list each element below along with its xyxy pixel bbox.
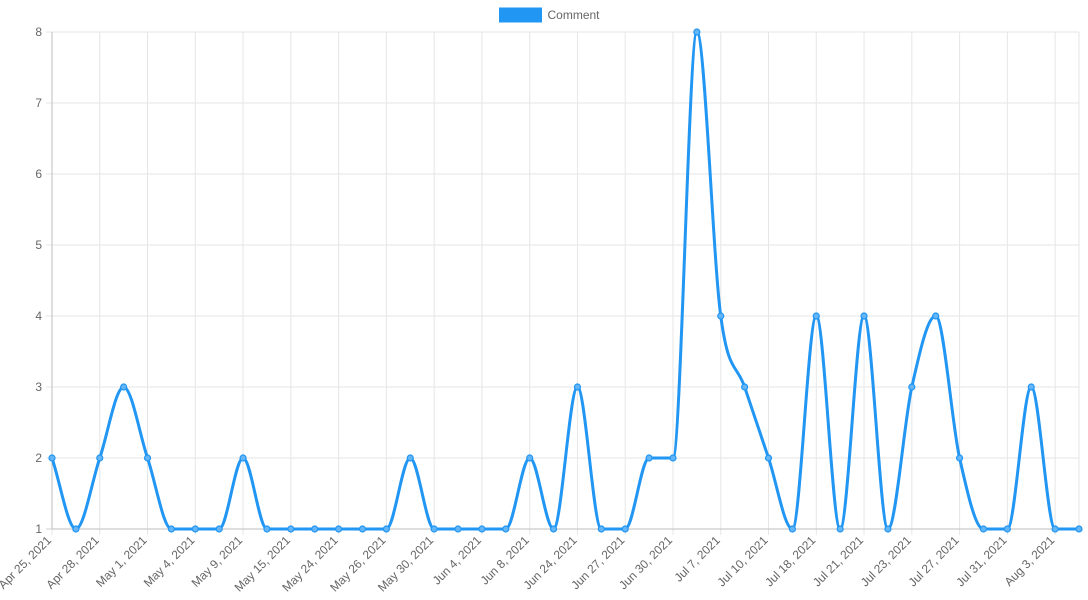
- data-point: [335, 525, 343, 533]
- y-tick-label: 4: [35, 309, 42, 323]
- data-point: [979, 525, 988, 533]
- data-point: [526, 454, 534, 462]
- series-comment: [48, 28, 1083, 533]
- data-point: [311, 525, 319, 533]
- data-point: [478, 525, 486, 533]
- data-point: [239, 454, 247, 462]
- x-tick-label: Jul 7, 2021: [671, 533, 723, 585]
- data-point: [645, 454, 653, 462]
- y-tick-label: 7: [35, 96, 42, 110]
- data-point: [908, 383, 916, 391]
- legend-label-comment: Comment: [548, 8, 601, 22]
- data-point: [406, 454, 414, 462]
- y-tick-label: 8: [35, 25, 42, 39]
- data-point: [72, 525, 80, 533]
- data-point: [143, 454, 152, 462]
- data-point: [693, 28, 701, 36]
- data-point: [382, 525, 390, 533]
- x-tick-label: Jun 4, 2021: [430, 533, 484, 587]
- data-point: [860, 312, 868, 320]
- y-tick-label: 5: [35, 238, 42, 252]
- data-point: [669, 454, 677, 462]
- data-point: [884, 525, 892, 533]
- data-point: [573, 383, 582, 391]
- data-point: [263, 525, 271, 533]
- data-point: [741, 383, 749, 391]
- y-tick-label: 6: [35, 167, 42, 181]
- y-tick-label: 1: [35, 522, 42, 536]
- data-point: [836, 525, 844, 533]
- data-point: [48, 454, 56, 462]
- data-point: [1003, 525, 1011, 533]
- data-point: [502, 525, 510, 533]
- data-point: [454, 525, 462, 533]
- series-line-comment: [50, 30, 1079, 531]
- data-point: [764, 454, 773, 462]
- data-point: [1051, 525, 1059, 533]
- y-tick-label: 2: [35, 451, 42, 465]
- data-point: [788, 525, 796, 533]
- data-point: [717, 312, 725, 320]
- data-point: [191, 525, 199, 533]
- x-tick-label: Jul 31, 2021: [953, 533, 1009, 589]
- data-point: [812, 312, 820, 320]
- data-point: [96, 454, 104, 462]
- data-point: [358, 525, 367, 533]
- data-point: [1075, 525, 1083, 533]
- y-tick-label: 3: [35, 380, 42, 394]
- data-point: [287, 525, 295, 533]
- data-point: [597, 525, 605, 533]
- data-point: [549, 525, 558, 533]
- data-point: [430, 525, 438, 533]
- data-point: [120, 383, 128, 391]
- data-point: [215, 525, 223, 533]
- data-point: [1027, 383, 1035, 391]
- legend[interactable]: Comment: [499, 7, 601, 23]
- data-point: [621, 525, 629, 533]
- x-tick-label: Aug 3, 2021: [1002, 533, 1058, 589]
- data-point: [932, 312, 940, 320]
- legend-swatch: [499, 7, 542, 23]
- data-point: [167, 525, 176, 533]
- data-point: [955, 454, 964, 462]
- grid: [46, 31, 1080, 535]
